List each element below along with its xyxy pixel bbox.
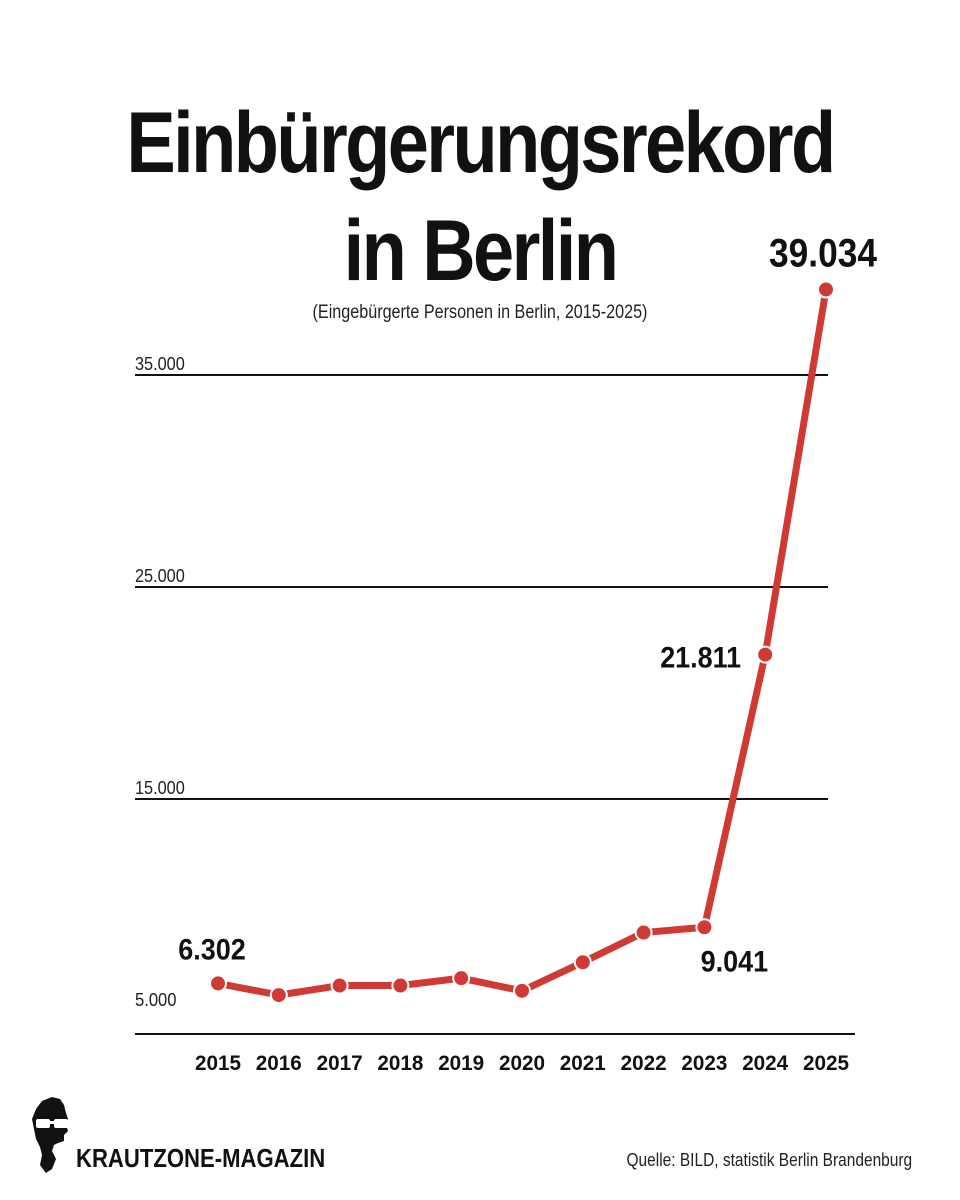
x-tick-label: 2018 xyxy=(377,1052,423,1075)
data-point xyxy=(513,981,531,1000)
x-tick-label: 2015 xyxy=(195,1052,241,1075)
x-tick-label: 2016 xyxy=(256,1052,302,1075)
data-points xyxy=(209,280,835,1005)
y-tick-label: 15.000 xyxy=(135,778,185,798)
data-label: 9.041 xyxy=(701,945,769,978)
gridlines xyxy=(135,374,855,1035)
x-tick-label: 2025 xyxy=(803,1052,849,1075)
x-tick-label: 2021 xyxy=(560,1052,606,1075)
data-point xyxy=(817,280,835,299)
chart-title-line-1: Einbürgerungsrekord xyxy=(126,95,836,191)
brand-footer: KRAUTZONE-MAGAZIN xyxy=(30,1095,330,1175)
x-axis-ticks: 2015 2016 2017 2018 2019 2020 2021 2022 2023 2024… xyxy=(195,1052,849,1075)
data-point xyxy=(634,923,653,942)
data-point xyxy=(452,969,471,988)
x-tick-label: 2024 xyxy=(742,1052,788,1075)
data-label: 21.811 xyxy=(660,642,741,675)
x-tick-label: 2019 xyxy=(438,1052,484,1075)
x-tick-label: 2017 xyxy=(317,1052,363,1075)
data-label: 39.034 xyxy=(769,231,878,275)
data-point xyxy=(391,976,410,995)
y-tick-label: 25.000 xyxy=(135,566,185,586)
data-point xyxy=(756,645,775,664)
data-point xyxy=(573,953,592,972)
line-chart: 5.000 15.000 25.000 35.000 2015 2016 2017 2018… xyxy=(135,231,878,1075)
x-tick-label: 2022 xyxy=(621,1052,667,1075)
x-tick-label: 2023 xyxy=(681,1052,727,1075)
y-tick-label: 5.000 xyxy=(135,990,177,1010)
y-axis-ticks: 5.000 15.000 25.000 35.000 xyxy=(135,354,185,1010)
chart-subtitle: (Eingebürgerte Personen in Berlin, 2015-… xyxy=(312,302,648,323)
data-labels: 6.302 9.041 21.811 39.034 xyxy=(178,231,877,978)
source-note: Quelle: BILD, statistik Berlin Brandenbu… xyxy=(626,1150,912,1170)
data-label: 6.302 xyxy=(178,933,246,966)
data-point xyxy=(209,974,227,993)
data-point xyxy=(695,918,714,937)
data-point xyxy=(330,976,349,995)
data-point xyxy=(269,986,288,1005)
brand-name: KRAUTZONE-MAGAZIN xyxy=(76,1143,326,1173)
silhouette-logo-icon xyxy=(32,1097,68,1173)
chart-title-line-2: in Berlin xyxy=(343,203,619,299)
y-tick-label: 35.000 xyxy=(135,354,185,374)
x-tick-label: 2020 xyxy=(499,1052,545,1075)
